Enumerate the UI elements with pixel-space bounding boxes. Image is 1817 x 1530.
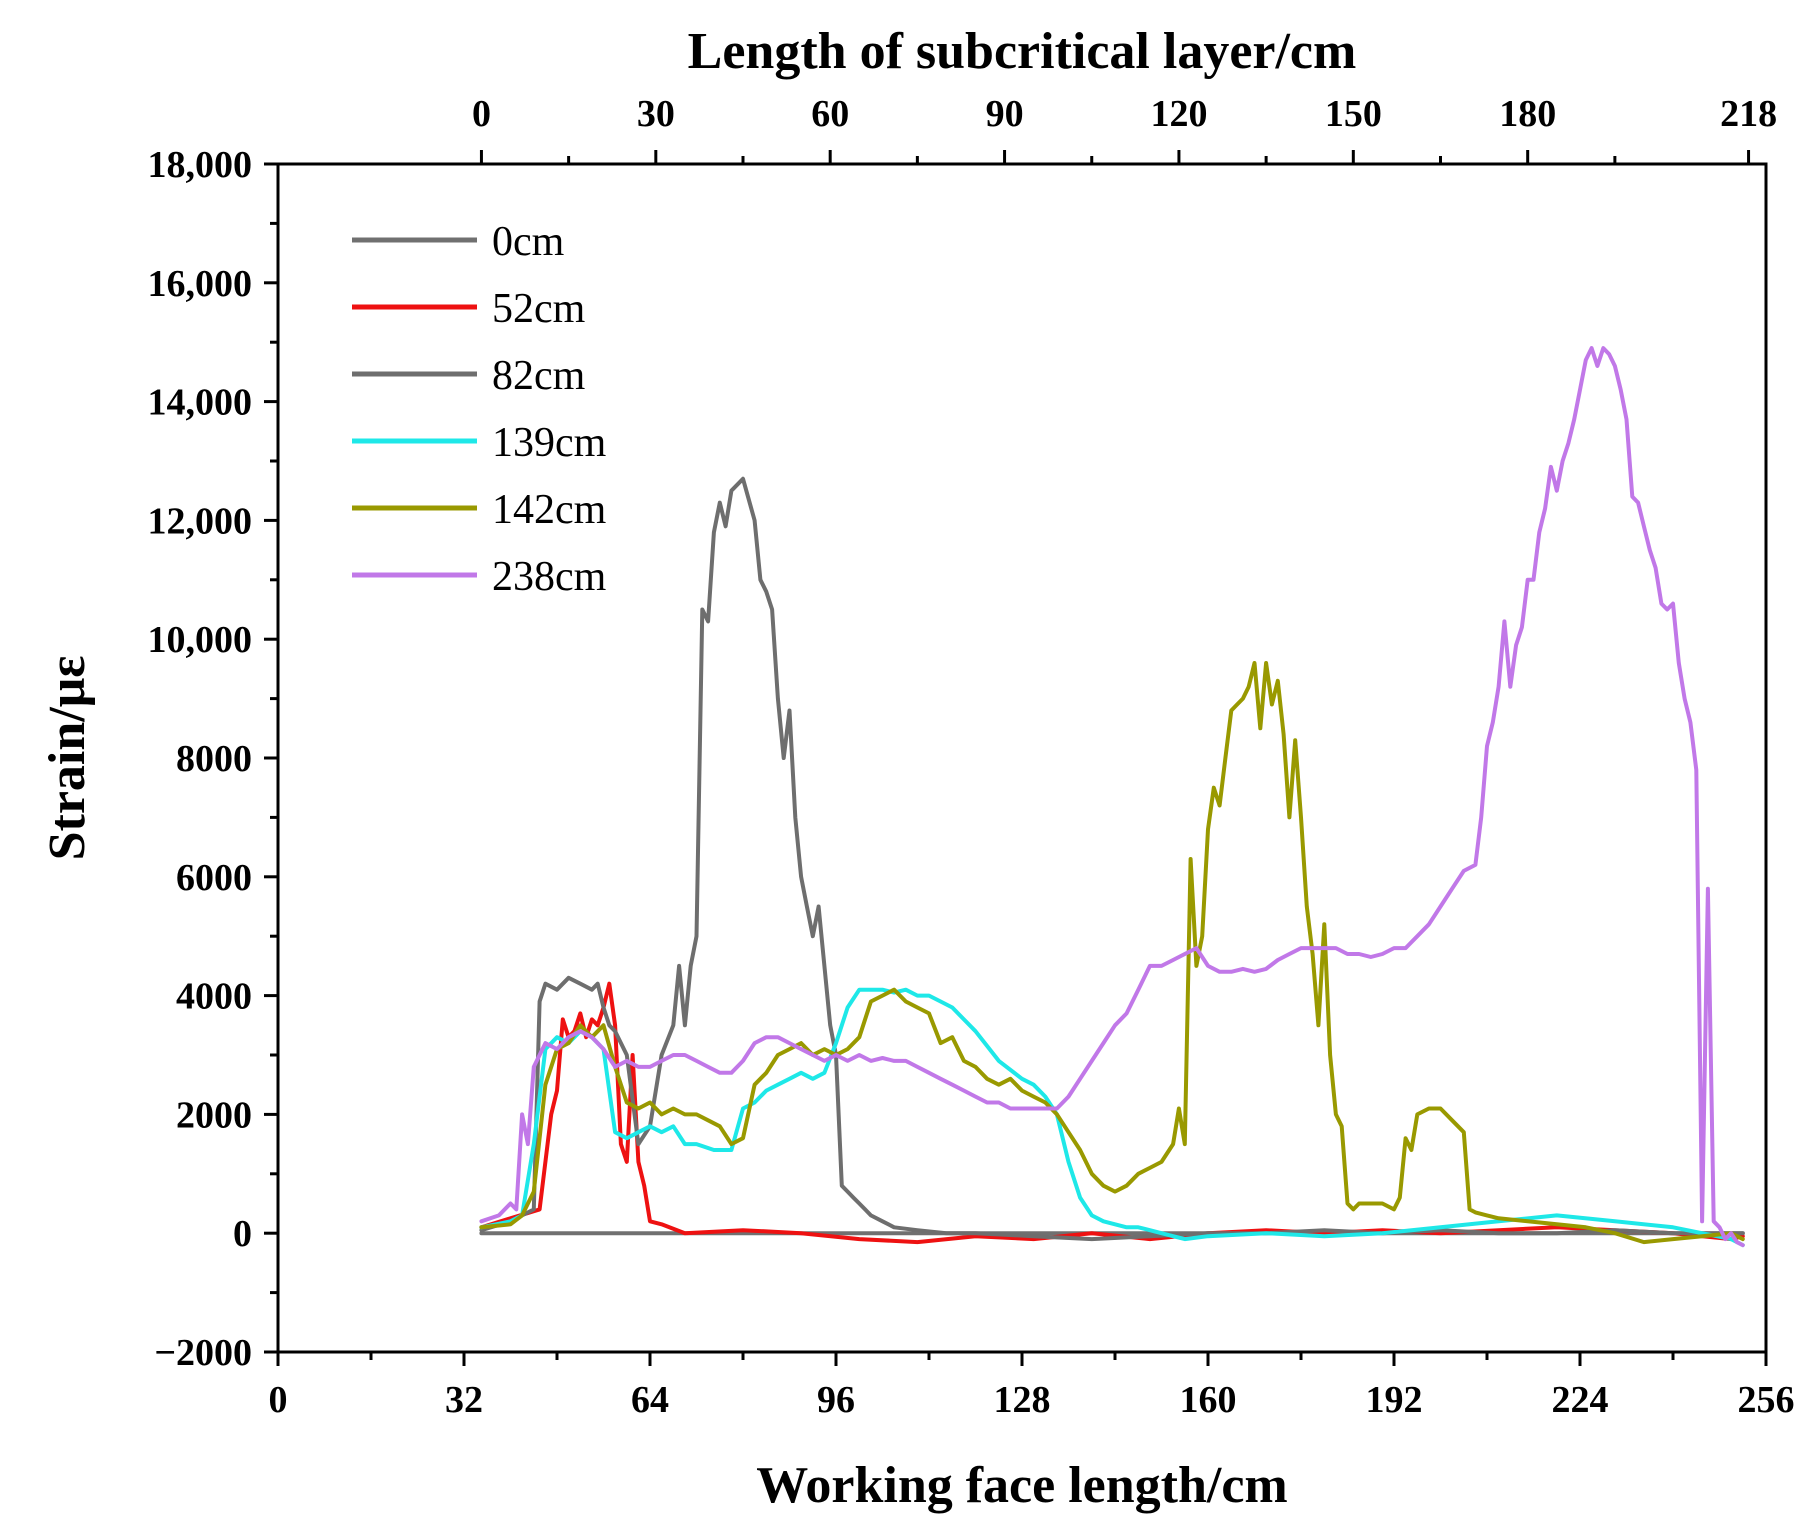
x2-tick-label: 218 bbox=[1720, 93, 1777, 135]
x-tick-label: 0 bbox=[269, 1379, 288, 1421]
axis-layer: 0 32 64 96 128 160 192 224 256 0 30 60 90 120 150 180 21… bbox=[148, 93, 1795, 1421]
x-tick-label: 256 bbox=[1738, 1379, 1795, 1421]
y-tick-label: 18,000 bbox=[148, 144, 253, 186]
x-tick-label: 128 bbox=[994, 1379, 1051, 1421]
series-line-238cm bbox=[479, 346, 1745, 1248]
y-axis-title: Strain/με bbox=[39, 656, 96, 861]
x2-tick-label: 180 bbox=[1499, 93, 1556, 135]
legend-label-52cm: 52cm bbox=[492, 286, 586, 332]
legend-label-142cm: 142cm bbox=[492, 487, 607, 533]
x-tick-label: 192 bbox=[1366, 1379, 1423, 1421]
y-tick-label: 2000 bbox=[176, 1094, 252, 1136]
x-tick-label: 64 bbox=[631, 1379, 669, 1421]
x2-tick-label: 60 bbox=[811, 93, 849, 135]
series-line-139cm bbox=[479, 987, 1745, 1248]
x-tick-label: 224 bbox=[1552, 1379, 1609, 1421]
y-tick-label: −2000 bbox=[154, 1332, 252, 1374]
x-tick-label: 32 bbox=[445, 1379, 483, 1421]
x2-tick-label: 30 bbox=[637, 93, 675, 135]
x2-tick-label: 0 bbox=[472, 93, 491, 135]
legend-label-139cm: 139cm bbox=[492, 420, 607, 466]
x2-tick-label: 90 bbox=[986, 93, 1024, 135]
y-tick-label: 0 bbox=[233, 1213, 252, 1255]
x2-tick-label: 120 bbox=[1150, 93, 1207, 135]
x-tick-label: 96 bbox=[817, 1379, 855, 1421]
series-line-52cm bbox=[479, 981, 1745, 1245]
series-layer bbox=[479, 346, 1745, 1248]
x2-tick-label: 150 bbox=[1325, 93, 1382, 135]
y-tick-label: 6000 bbox=[176, 857, 252, 899]
legend-label-0cm: 0cm bbox=[492, 219, 565, 265]
series-line-82cm bbox=[479, 476, 1745, 1242]
legend-label-238cm: 238cm bbox=[492, 554, 607, 600]
legend: 0cm 52cm 82cm 139cm 142cm 238cm bbox=[352, 219, 607, 600]
legend-label-82cm: 82cm bbox=[492, 353, 586, 399]
bottom-axis-title: Working face length/cm bbox=[756, 1457, 1288, 1514]
y-tick-label: 12,000 bbox=[148, 500, 253, 542]
x-tick-label: 160 bbox=[1180, 1379, 1237, 1421]
y-tick-label: 16,000 bbox=[148, 263, 253, 305]
y-tick-label: 4000 bbox=[176, 976, 252, 1018]
y-tick-label: 10,000 bbox=[148, 619, 253, 661]
series-line-142cm bbox=[479, 661, 1745, 1245]
y-tick-label: 8000 bbox=[176, 738, 252, 780]
plot-frame bbox=[276, 162, 1768, 1354]
top-axis-title: Length of subcritical layer/cm bbox=[688, 23, 1357, 80]
y-tick-label: 14,000 bbox=[148, 382, 253, 424]
